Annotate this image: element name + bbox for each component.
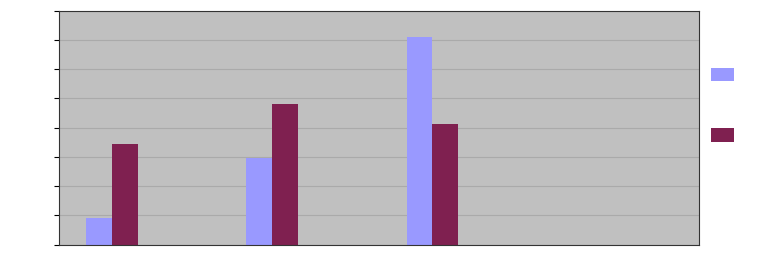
Bar xyxy=(247,158,272,245)
Bar xyxy=(407,38,432,245)
Bar xyxy=(112,144,137,245)
Bar xyxy=(272,104,298,245)
Bar xyxy=(87,218,112,245)
Bar xyxy=(432,124,458,245)
